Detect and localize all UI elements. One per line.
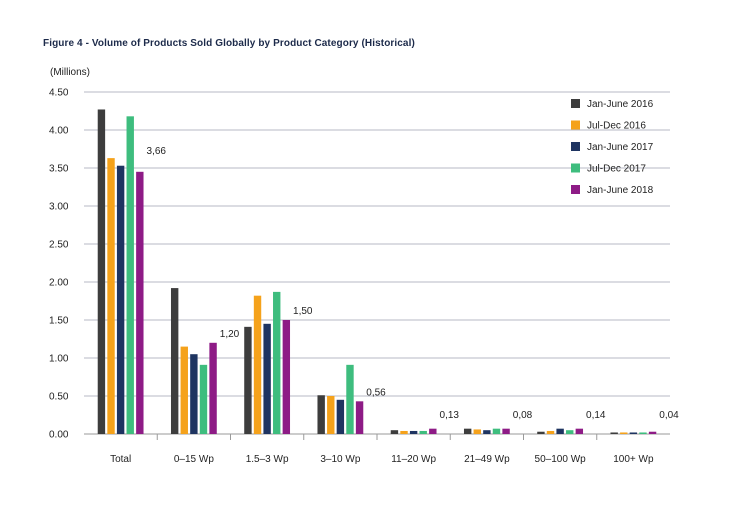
legend-swatch xyxy=(571,142,580,151)
data-label: 0,08 xyxy=(513,410,533,421)
legend-swatch xyxy=(571,185,580,194)
bar xyxy=(629,432,638,434)
x-category-label: 11–20 Wp xyxy=(391,454,436,465)
data-label: 3,66 xyxy=(147,146,167,157)
bar xyxy=(400,430,408,434)
bar xyxy=(317,395,325,434)
bar xyxy=(346,364,354,434)
y-axis-unit-label: (Millions) xyxy=(50,67,90,78)
data-label: 0,04 xyxy=(659,410,679,421)
x-category-label: 0–15 Wp xyxy=(174,454,214,465)
y-tick-label: 2.50 xyxy=(49,240,69,251)
bar xyxy=(199,364,208,434)
bar xyxy=(463,428,472,434)
bar xyxy=(419,430,427,434)
y-tick-label: 2.00 xyxy=(49,278,69,289)
bar xyxy=(107,158,115,434)
bar xyxy=(97,109,106,434)
bar xyxy=(483,430,491,434)
bar xyxy=(253,295,262,434)
bar xyxy=(170,288,179,434)
bar xyxy=(273,291,281,434)
x-category-label: 50–100 Wp xyxy=(535,454,587,465)
data-label: 0,13 xyxy=(440,410,460,421)
x-category-label: 21–49 Wp xyxy=(464,454,510,465)
y-tick-label: 3.50 xyxy=(49,164,69,175)
bar xyxy=(390,430,399,434)
y-tick-label: 3.00 xyxy=(49,202,69,213)
bar xyxy=(244,326,252,434)
bar xyxy=(190,354,198,434)
bar xyxy=(282,320,291,434)
bar xyxy=(473,429,481,434)
bar xyxy=(336,399,345,434)
x-category-label: 1.5–3 Wp xyxy=(246,454,289,465)
x-category-label: Total xyxy=(110,454,131,465)
bar xyxy=(180,346,188,434)
bar xyxy=(327,396,335,434)
y-tick-label: 0.50 xyxy=(49,392,69,403)
legend-label: Jul-Dec 2016 xyxy=(587,121,646,132)
bar xyxy=(620,432,628,434)
bar xyxy=(502,428,510,434)
chart-title: Figure 4 - Volume of Products Sold Globa… xyxy=(43,38,415,49)
legend-label: Jan-June 2016 xyxy=(587,99,654,110)
y-tick-label: 1.50 xyxy=(49,316,69,327)
bar xyxy=(409,430,418,434)
y-tick-label: 1.00 xyxy=(49,354,69,365)
legend-swatch xyxy=(571,120,580,130)
legend-label: Jul-Dec 2017 xyxy=(587,164,646,175)
y-tick-label: 4.50 xyxy=(49,88,69,99)
data-label: 0,56 xyxy=(366,387,386,398)
bar xyxy=(116,165,125,434)
bar xyxy=(126,116,134,434)
bar xyxy=(492,428,501,434)
bar xyxy=(429,428,437,434)
bar xyxy=(639,432,647,434)
bar xyxy=(575,428,584,434)
bar xyxy=(648,431,657,434)
bar xyxy=(610,432,618,434)
x-category-label: 3–10 Wp xyxy=(320,454,360,465)
bar xyxy=(556,428,564,434)
x-category-label: 100+ Wp xyxy=(613,454,654,465)
data-label: 1,20 xyxy=(220,329,240,340)
bar xyxy=(546,430,555,434)
bar xyxy=(355,401,364,434)
bar xyxy=(136,171,144,435)
data-label: 0,14 xyxy=(586,410,606,421)
legend-swatch xyxy=(571,163,580,173)
bar xyxy=(209,342,217,434)
y-tick-label: 4.00 xyxy=(49,126,69,137)
legend-label: Jan-June 2017 xyxy=(587,142,654,153)
y-tick-label: 0.00 xyxy=(49,430,69,441)
bar xyxy=(566,430,574,434)
legend-label: Jan-June 2018 xyxy=(587,185,654,196)
bar xyxy=(263,323,271,434)
legend-swatch xyxy=(571,99,580,108)
bar xyxy=(537,431,545,434)
data-label: 1,50 xyxy=(293,306,313,317)
